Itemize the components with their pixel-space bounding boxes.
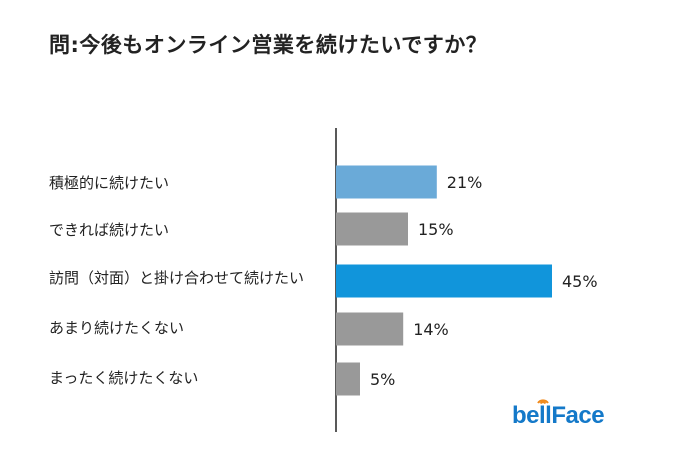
category-label: 積極的に続けたい [49,174,170,192]
bellface-logo: bellFace [512,402,605,429]
category-label: できれば続けたい [49,221,170,239]
data-label: 15% [418,220,454,239]
chart-title: 問:今後もオンライン営業を続けたいですか？ [49,33,488,57]
bar [336,362,360,396]
category-label: まったく続けたくない [49,369,199,387]
data-label: 14% [413,320,449,339]
data-label: 5% [370,370,395,389]
category-label: あまり続けたくない [49,319,185,337]
category-label: 訪問（対面）と掛け合わせて続けたい [49,269,305,287]
bar [336,165,437,199]
bar [336,312,404,346]
data-label: 21% [447,173,483,192]
data-label: 45% [562,272,598,291]
bar [336,264,552,298]
signal-wave-icon [537,399,549,405]
bar [336,212,408,246]
